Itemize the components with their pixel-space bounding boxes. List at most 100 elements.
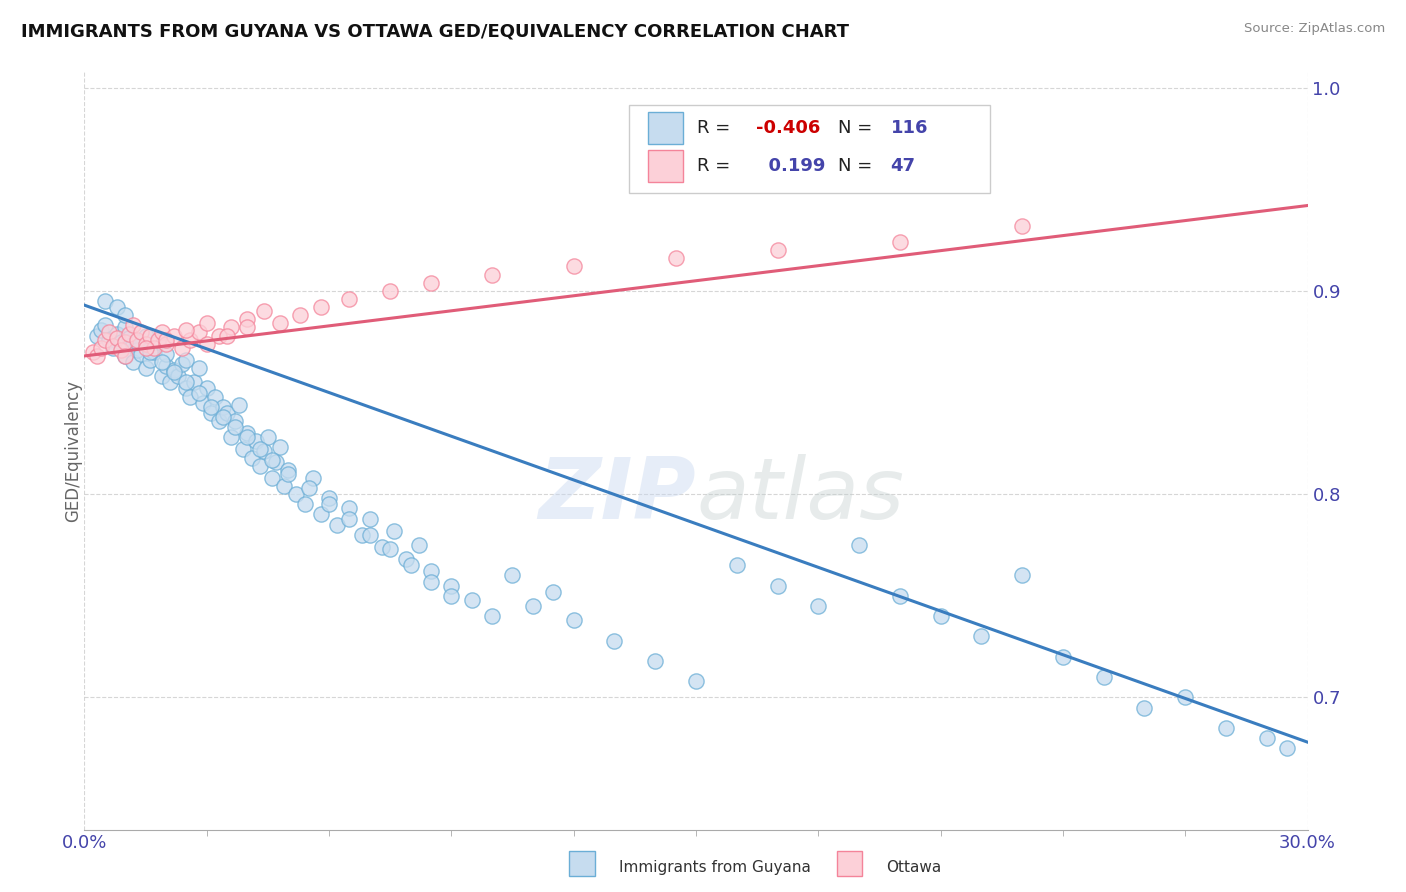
Point [200, 406, 222, 420]
Text: Source: ZipAtlas.com: Source: ZipAtlas.com [1244, 22, 1385, 36]
Point [481, 268, 503, 282]
Point [105, 331, 128, 345]
Point [97, 325, 120, 339]
Point [174, 322, 197, 336]
Point [562, 613, 585, 627]
Point [174, 353, 197, 368]
Point [543, 584, 565, 599]
Point [167, 369, 190, 384]
Point [285, 487, 308, 501]
Point [502, 568, 524, 582]
Point [249, 458, 271, 473]
Point [90, 341, 112, 355]
Point [82, 344, 104, 359]
Point [135, 328, 157, 343]
Point [228, 398, 250, 412]
Point [163, 365, 186, 379]
Point [277, 467, 299, 481]
Point [146, 333, 169, 347]
Point [150, 325, 173, 339]
Point [665, 252, 688, 266]
FancyBboxPatch shape [837, 851, 862, 876]
Point [204, 390, 226, 404]
Point [142, 344, 165, 359]
Point [359, 511, 381, 525]
Text: ZIP: ZIP [538, 454, 696, 538]
Point [135, 361, 157, 376]
Point [195, 381, 218, 395]
Point [163, 363, 186, 377]
Point [187, 385, 209, 400]
Point [1133, 700, 1156, 714]
Point [359, 528, 381, 542]
Point [269, 317, 291, 331]
Point [179, 333, 201, 347]
Point [138, 353, 160, 368]
Point [105, 300, 128, 314]
Point [273, 479, 295, 493]
Text: R =: R = [697, 157, 737, 175]
Point [172, 341, 194, 355]
Text: 116: 116 [890, 120, 928, 137]
Point [187, 325, 209, 339]
Point [1215, 721, 1237, 735]
Point [318, 497, 340, 511]
Point [236, 320, 259, 334]
Point [219, 430, 242, 444]
Point [224, 414, 246, 428]
Point [131, 325, 153, 339]
Point [90, 322, 112, 336]
Text: atlas: atlas [696, 454, 904, 538]
Point [461, 592, 484, 607]
Point [685, 674, 707, 689]
Text: IMMIGRANTS FROM GUYANA VS OTTAWA GED/EQUIVALENCY CORRELATION CHART: IMMIGRANTS FROM GUYANA VS OTTAWA GED/EQU… [21, 22, 849, 40]
Point [339, 511, 361, 525]
Point [562, 260, 585, 274]
Point [155, 359, 177, 373]
Point [122, 318, 145, 333]
Point [212, 409, 235, 424]
Point [290, 308, 312, 322]
Point [420, 574, 443, 589]
Point [603, 633, 626, 648]
Point [114, 334, 136, 349]
Point [269, 441, 291, 455]
Point [440, 579, 463, 593]
Text: N =: N = [838, 120, 877, 137]
Point [380, 542, 402, 557]
Point [127, 343, 149, 357]
Point [101, 339, 124, 353]
Point [236, 312, 259, 326]
Point [114, 308, 136, 322]
Point [86, 328, 108, 343]
Point [298, 481, 321, 495]
Point [260, 452, 283, 467]
Point [245, 434, 267, 449]
Point [138, 328, 160, 343]
Point [240, 450, 263, 465]
Point [208, 414, 231, 428]
Point [191, 395, 214, 409]
Point [970, 630, 993, 644]
Point [644, 654, 666, 668]
Point [420, 565, 443, 579]
Point [440, 589, 463, 603]
Point [481, 609, 503, 624]
Point [138, 344, 160, 359]
Point [195, 317, 218, 331]
Point [339, 501, 361, 516]
Point [163, 328, 186, 343]
Point [135, 341, 157, 355]
Point [264, 455, 287, 469]
Point [146, 334, 169, 349]
Point [929, 609, 952, 624]
Point [114, 320, 136, 334]
Point [339, 292, 361, 306]
Point [93, 333, 115, 347]
Point [155, 333, 177, 347]
Point [155, 336, 177, 351]
Point [105, 326, 128, 341]
Point [380, 284, 402, 298]
Point [127, 334, 149, 349]
Point [382, 524, 405, 538]
